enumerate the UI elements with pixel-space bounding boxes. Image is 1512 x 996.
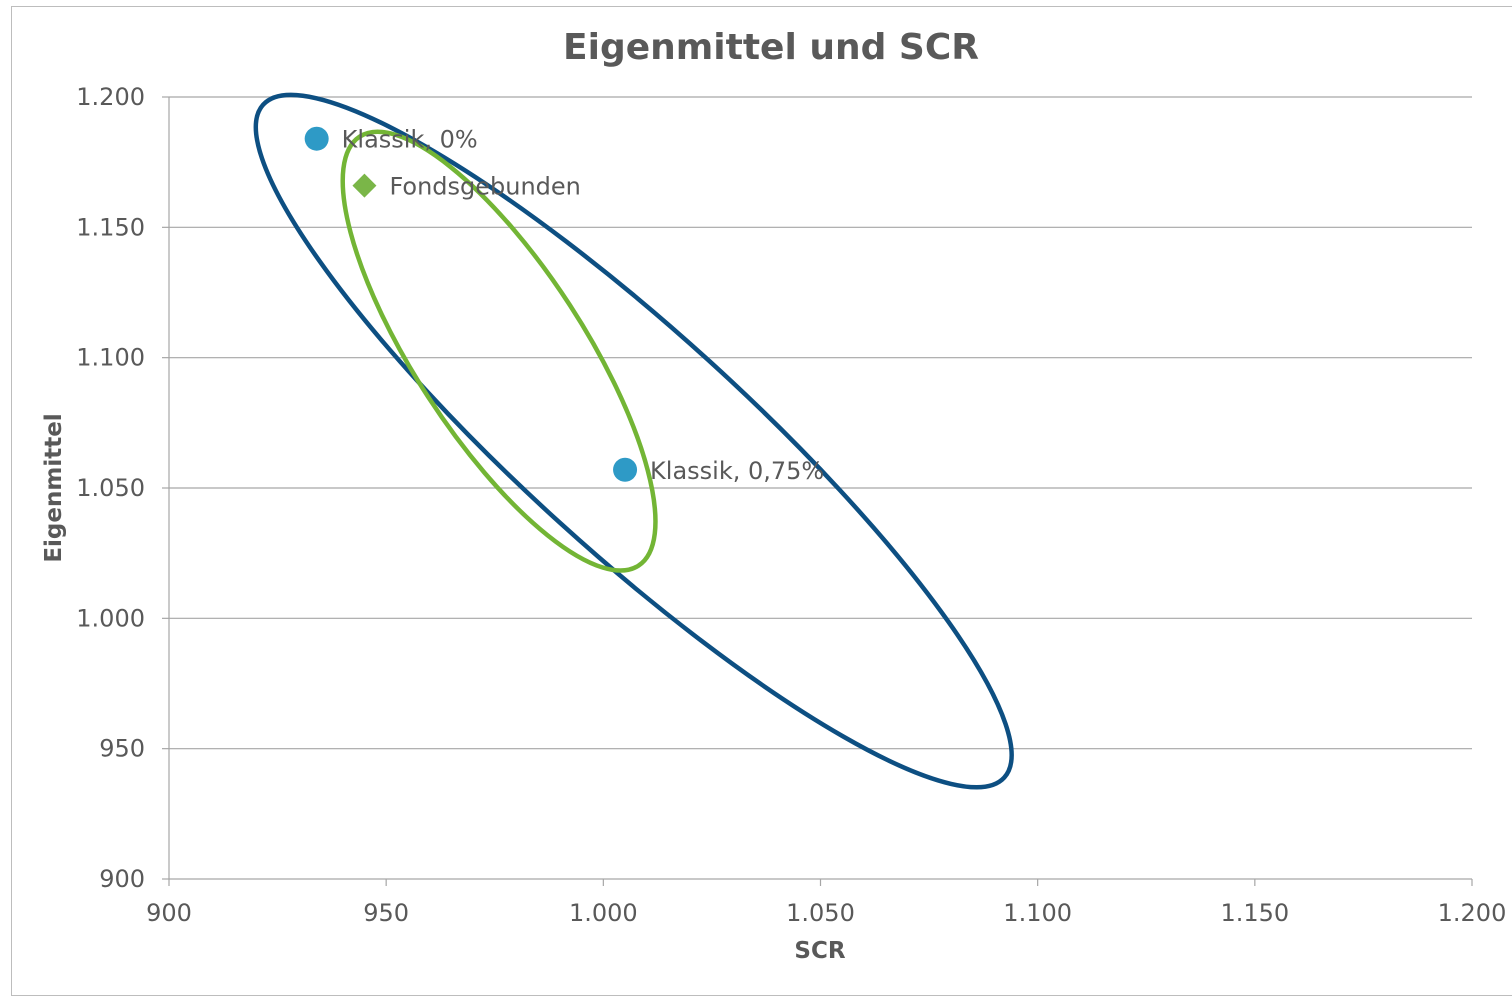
gridlines <box>169 96 1472 750</box>
inner-ellipse <box>340 129 658 573</box>
y-tick-label: 1.150 <box>76 213 145 241</box>
x-tick-label: 1.050 <box>786 899 855 927</box>
data-points <box>304 126 638 482</box>
x-tick-label: 1.200 <box>1438 899 1507 927</box>
outer-ellipse <box>253 92 1014 790</box>
y-axis-ticks: 900 950 1.000 1.050 1.100 1.150 1.200 <box>76 83 169 893</box>
y-tick-label: 1.050 <box>76 474 145 502</box>
x-tick-label: 950 <box>363 899 409 927</box>
y-tick-label: 1.000 <box>76 604 145 632</box>
y-tick-label: 1.100 <box>76 344 145 372</box>
annotation-ellipses <box>253 92 1014 790</box>
data-label: Fondsgebunden <box>389 173 580 201</box>
point-circle <box>304 126 329 151</box>
x-tick-label: 1.100 <box>1003 899 1072 927</box>
y-tick-label: 1.200 <box>76 83 145 111</box>
x-tick-label: 900 <box>146 899 192 927</box>
x-axis-ticks: 900 950 1.000 1.050 1.100 1.150 1.200 <box>146 879 1506 927</box>
x-tick-label: 1.000 <box>569 899 638 927</box>
chart-title: Eigenmittel und SCR <box>563 27 979 68</box>
y-axis-title: Eigenmittel <box>41 413 67 562</box>
data-label: Klassik, 0% <box>342 126 478 154</box>
point-circle <box>613 457 638 482</box>
point-diamond <box>352 173 377 198</box>
data-labels: Klassik, 0% Fondsgebunden Klassik, 0,75% <box>342 126 825 485</box>
y-tick-label: 950 <box>99 735 145 763</box>
x-tick-label: 1.150 <box>1220 899 1289 927</box>
y-tick-label: 900 <box>99 865 145 893</box>
x-axis-title: SCR <box>794 938 845 964</box>
data-label: Klassik, 0,75% <box>650 457 824 485</box>
